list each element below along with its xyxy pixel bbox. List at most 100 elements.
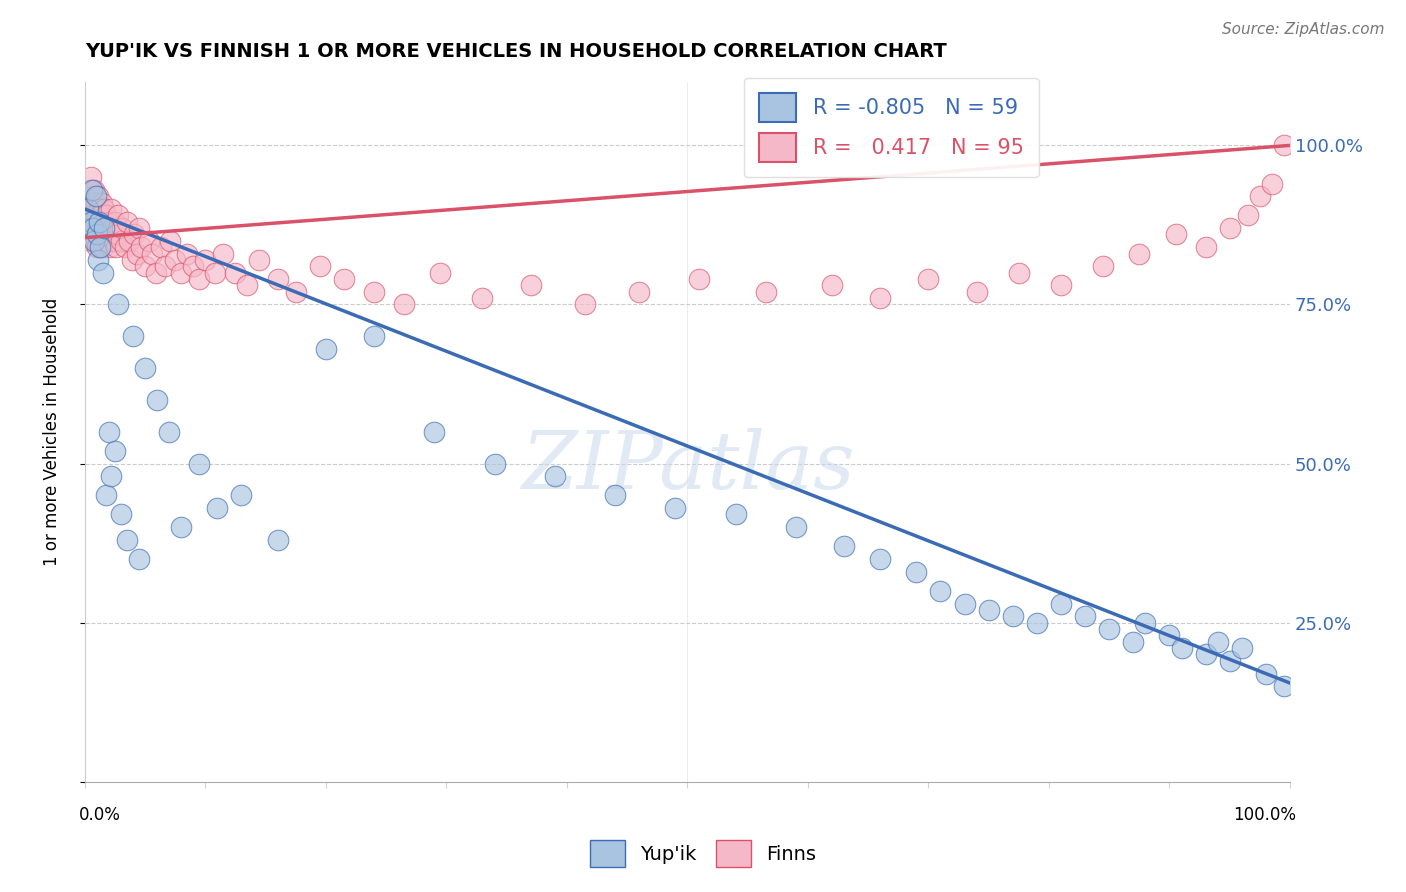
Point — [86, 240, 108, 254]
Point — [953, 597, 976, 611]
Point — [86, 208, 108, 222]
Point — [134, 361, 156, 376]
Point — [105, 240, 128, 254]
Point — [89, 227, 111, 242]
Point — [82, 221, 104, 235]
Point — [91, 215, 114, 229]
Point — [96, 488, 118, 502]
Point — [905, 565, 928, 579]
Point — [145, 266, 167, 280]
Point — [1098, 622, 1121, 636]
Point — [107, 297, 129, 311]
Point — [1195, 648, 1218, 662]
Point — [118, 234, 141, 248]
Point — [224, 266, 246, 280]
Point — [97, 425, 120, 439]
Point — [1272, 679, 1295, 693]
Point — [149, 240, 172, 254]
Text: ZIPatlas: ZIPatlas — [520, 428, 853, 506]
Point — [104, 215, 127, 229]
Point — [115, 533, 138, 547]
Point — [1219, 654, 1241, 668]
Point — [194, 252, 217, 267]
Point — [1128, 246, 1150, 260]
Point — [1135, 615, 1157, 630]
Point — [333, 272, 356, 286]
Point — [90, 195, 112, 210]
Point — [1219, 221, 1241, 235]
Point — [284, 285, 307, 299]
Point — [1050, 597, 1073, 611]
Point — [82, 227, 104, 242]
Point — [207, 501, 229, 516]
Point — [84, 189, 107, 203]
Point — [1122, 634, 1144, 648]
Point — [87, 221, 110, 235]
Point — [80, 189, 103, 203]
Point — [363, 285, 385, 299]
Point — [131, 240, 153, 254]
Point — [103, 234, 125, 248]
Point — [471, 291, 494, 305]
Point — [429, 266, 451, 280]
Point — [315, 342, 337, 356]
Point — [1195, 240, 1218, 254]
Point — [84, 234, 107, 248]
Point — [1092, 260, 1115, 274]
Point — [1170, 641, 1192, 656]
Point — [82, 202, 104, 216]
Point — [79, 221, 101, 235]
Point — [1206, 634, 1229, 648]
Point — [83, 183, 105, 197]
Point — [80, 183, 103, 197]
Point — [110, 234, 132, 248]
Point — [76, 195, 98, 210]
Point — [100, 469, 122, 483]
Point — [574, 297, 596, 311]
Point — [165, 252, 187, 267]
Point — [188, 457, 211, 471]
Point — [128, 552, 150, 566]
Point — [96, 208, 118, 222]
Point — [100, 202, 122, 216]
Point — [80, 170, 103, 185]
Point — [87, 252, 110, 267]
Point — [91, 240, 114, 254]
Point — [519, 278, 541, 293]
Point — [115, 215, 138, 229]
Point — [869, 552, 891, 566]
Point — [80, 234, 103, 248]
Point — [392, 297, 415, 311]
Point — [104, 443, 127, 458]
Point — [90, 221, 112, 235]
Point — [157, 425, 180, 439]
Point — [1249, 189, 1271, 203]
Point — [1164, 227, 1187, 242]
Point — [170, 266, 193, 280]
Point — [869, 291, 891, 305]
Text: YUP'IK VS FINNISH 1 OR MORE VEHICLES IN HOUSEHOLD CORRELATION CHART: YUP'IK VS FINNISH 1 OR MORE VEHICLES IN … — [84, 42, 946, 61]
Point — [212, 246, 235, 260]
Point — [141, 246, 163, 260]
Point — [755, 285, 778, 299]
Point — [80, 215, 103, 229]
Point — [105, 227, 128, 242]
Point — [101, 221, 124, 235]
Point — [188, 272, 211, 286]
Point — [79, 183, 101, 197]
Point — [138, 234, 160, 248]
Point — [93, 221, 115, 235]
Point — [929, 583, 952, 598]
Point — [249, 252, 271, 267]
Point — [1050, 278, 1073, 293]
Point — [664, 501, 686, 516]
Point — [87, 189, 110, 203]
Point — [1074, 609, 1097, 624]
Point — [122, 329, 145, 343]
Point — [204, 266, 226, 280]
Point — [98, 240, 121, 254]
Point — [77, 208, 100, 222]
Point — [266, 272, 288, 286]
Point — [1237, 208, 1260, 222]
Point — [266, 533, 288, 547]
